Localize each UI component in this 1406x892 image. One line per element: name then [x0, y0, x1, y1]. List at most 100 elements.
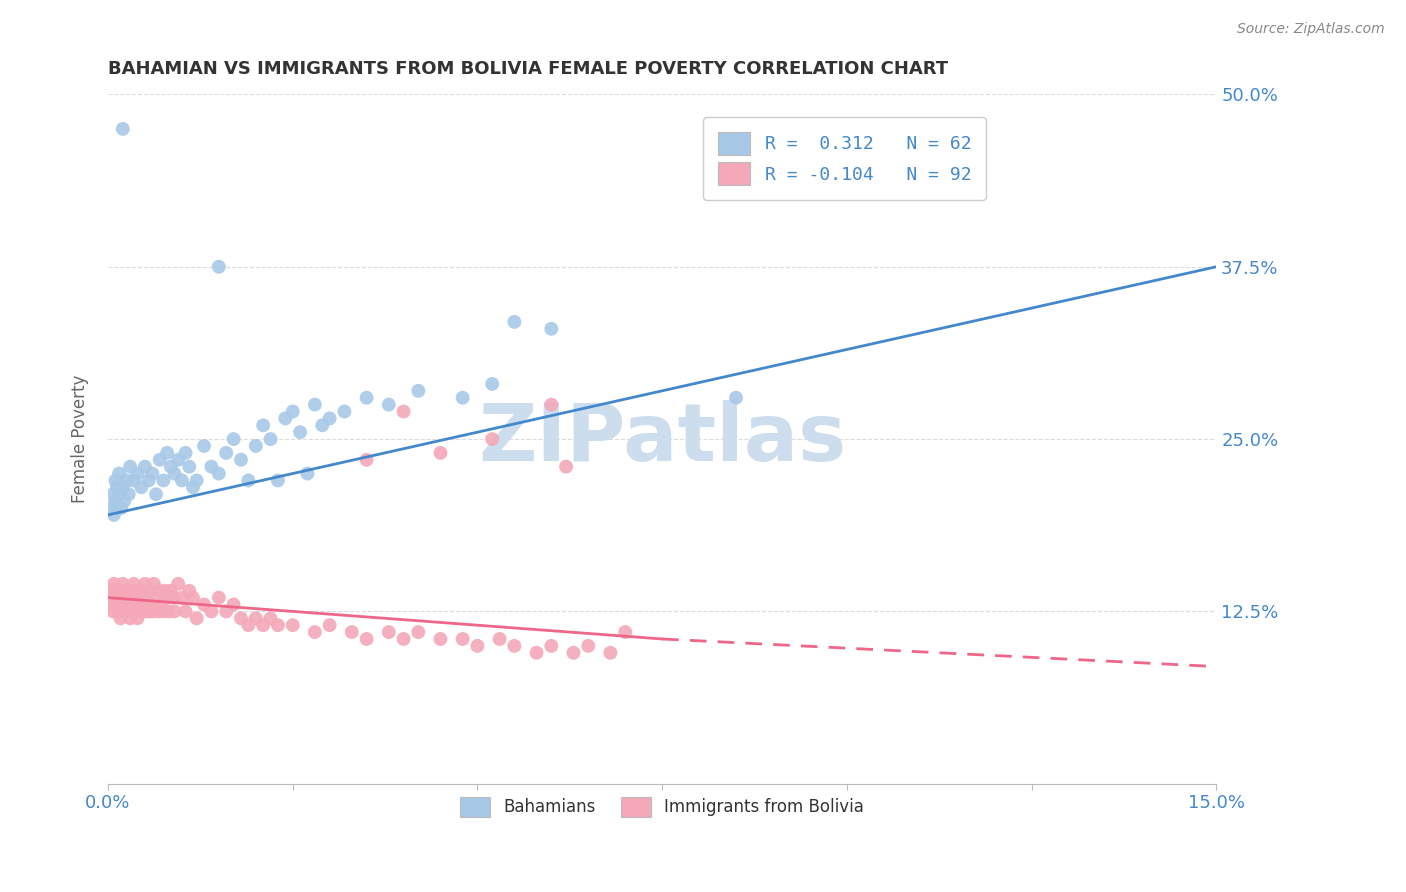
Point	[115, 598, 138, 612]
Point	[333, 404, 356, 418]
Point	[150, 598, 173, 612]
Point	[100, 501, 122, 516]
Point	[245, 439, 267, 453]
Point	[127, 611, 149, 625]
Point	[134, 459, 156, 474]
Point	[467, 639, 489, 653]
Point	[163, 604, 186, 618]
Point	[576, 639, 599, 653]
Point	[540, 398, 562, 412]
Point	[104, 474, 127, 488]
Point	[174, 604, 197, 618]
Point	[186, 474, 208, 488]
Point	[105, 598, 128, 612]
Point	[267, 618, 290, 632]
Point	[281, 618, 304, 632]
Point	[238, 618, 260, 632]
Point	[145, 591, 167, 605]
Point	[152, 474, 174, 488]
Point	[540, 322, 562, 336]
Point	[429, 446, 451, 460]
Point	[167, 577, 190, 591]
Point	[142, 577, 165, 591]
Point	[138, 583, 160, 598]
Point	[104, 591, 127, 605]
Point	[392, 404, 415, 418]
Point	[167, 452, 190, 467]
Point	[215, 604, 238, 618]
Point	[245, 611, 267, 625]
Point	[107, 501, 129, 516]
Point	[115, 474, 138, 488]
Point	[155, 583, 177, 598]
Point	[128, 591, 150, 605]
Point	[186, 611, 208, 625]
Point	[163, 467, 186, 481]
Point	[408, 625, 430, 640]
Point	[157, 604, 180, 618]
Point	[229, 452, 252, 467]
Point	[540, 639, 562, 653]
Point	[599, 646, 621, 660]
Point	[451, 632, 474, 646]
Point	[229, 611, 252, 625]
Point	[103, 577, 125, 591]
Point	[115, 604, 138, 618]
Point	[252, 618, 274, 632]
Point	[304, 398, 326, 412]
Point	[503, 315, 526, 329]
Point	[108, 583, 131, 598]
Point	[304, 625, 326, 640]
Point	[110, 591, 132, 605]
Point	[526, 646, 548, 660]
Point	[148, 604, 170, 618]
Point	[356, 391, 378, 405]
Point	[614, 625, 637, 640]
Point	[105, 480, 128, 494]
Point	[222, 598, 245, 612]
Point	[110, 501, 132, 516]
Point	[156, 591, 179, 605]
Point	[181, 591, 204, 605]
Point	[215, 446, 238, 460]
Point	[174, 446, 197, 460]
Point	[252, 418, 274, 433]
Point	[208, 591, 231, 605]
Text: ZIPatlas: ZIPatlas	[478, 401, 846, 478]
Point	[200, 604, 222, 618]
Point	[377, 398, 399, 412]
Point	[377, 625, 399, 640]
Point	[200, 459, 222, 474]
Point	[318, 618, 340, 632]
Point	[100, 598, 122, 612]
Point	[101, 604, 124, 618]
Point	[145, 487, 167, 501]
Point	[127, 591, 149, 605]
Point	[340, 625, 363, 640]
Point	[451, 391, 474, 405]
Point	[112, 604, 135, 618]
Point	[121, 598, 143, 612]
Point	[111, 480, 134, 494]
Point	[193, 598, 215, 612]
Point	[120, 459, 142, 474]
Y-axis label: Female Poverty: Female Poverty	[72, 375, 89, 503]
Text: BAHAMIAN VS IMMIGRANTS FROM BOLIVIA FEMALE POVERTY CORRELATION CHART: BAHAMIAN VS IMMIGRANTS FROM BOLIVIA FEMA…	[108, 60, 948, 78]
Point	[281, 404, 304, 418]
Point	[179, 459, 201, 474]
Point	[162, 591, 184, 605]
Point	[259, 611, 281, 625]
Point	[149, 583, 172, 598]
Text: Source: ZipAtlas.com: Source: ZipAtlas.com	[1237, 22, 1385, 37]
Point	[108, 487, 131, 501]
Point	[238, 474, 260, 488]
Point	[288, 425, 311, 440]
Point	[124, 604, 146, 618]
Point	[141, 604, 163, 618]
Point	[267, 474, 290, 488]
Point	[111, 598, 134, 612]
Point	[134, 577, 156, 591]
Point	[139, 598, 162, 612]
Point	[127, 467, 149, 481]
Point	[208, 260, 231, 274]
